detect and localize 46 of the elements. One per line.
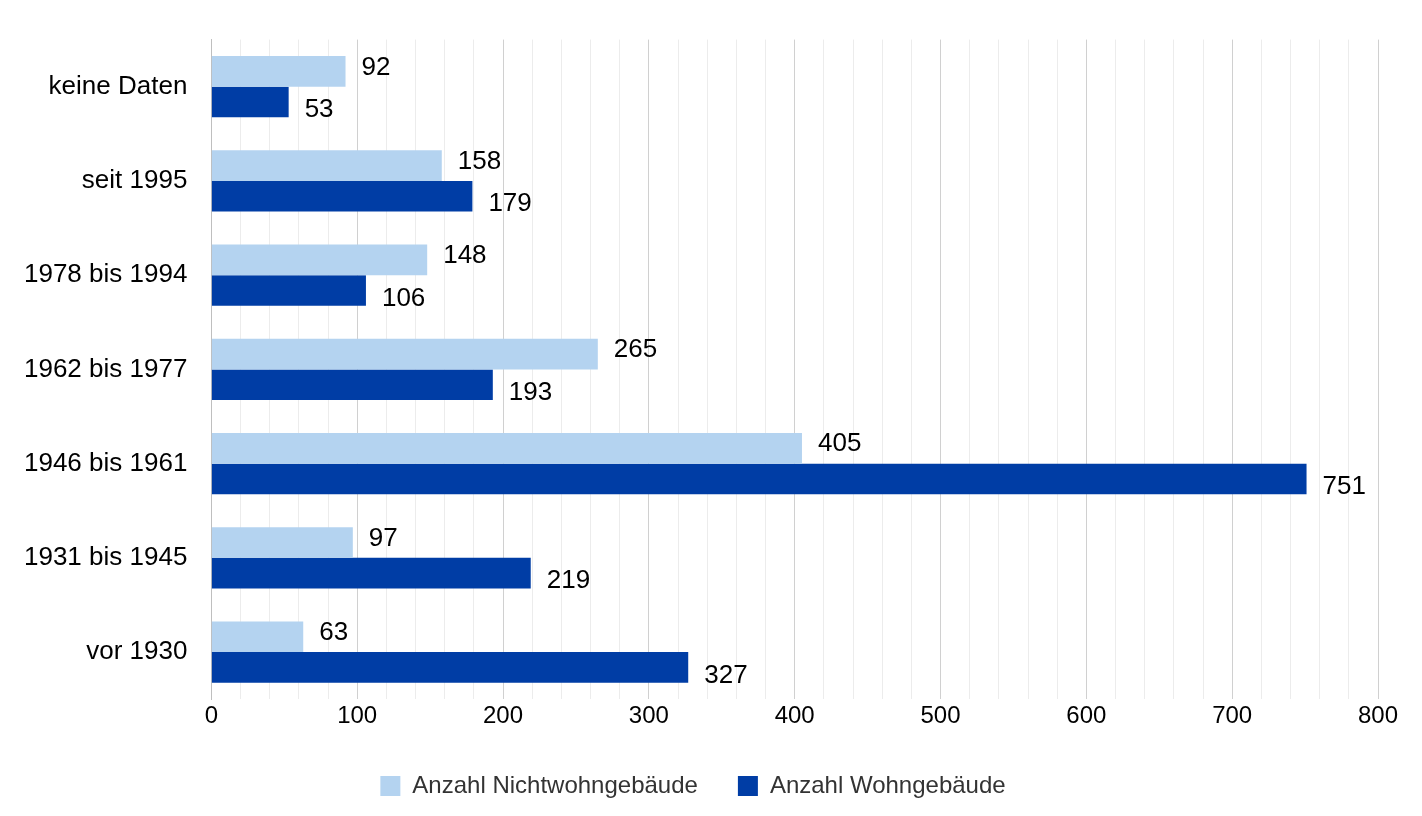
- bar: [211, 56, 346, 87]
- y-tick-label: seit 1995: [81, 164, 188, 195]
- data-label: 219: [546, 564, 591, 595]
- data-label: 106: [381, 281, 426, 312]
- data-label: 179: [488, 187, 532, 218]
- data-label: 265: [613, 333, 658, 364]
- data-label: 751: [1322, 470, 1366, 501]
- bar: [211, 652, 689, 683]
- data-label: 405: [817, 427, 862, 458]
- y-tick-label: 1962 bis 1977: [23, 352, 188, 383]
- x-tick-label: 600: [1066, 701, 1107, 729]
- bar: [211, 433, 802, 464]
- y-tick-label: vor 1930: [86, 635, 188, 666]
- x-tick-label: 500: [920, 701, 961, 729]
- bar: [211, 527, 353, 558]
- bar: [211, 369, 493, 401]
- bar: [211, 463, 1307, 495]
- data-label: 92: [361, 50, 391, 81]
- x-tick-label: 400: [774, 701, 815, 729]
- data-label: 158: [457, 144, 502, 175]
- data-label: 97: [368, 521, 398, 552]
- bar: [211, 244, 428, 276]
- x-tick-label: 0: [204, 701, 219, 729]
- data-label: 193: [508, 375, 553, 406]
- y-tick-label: 1978 bis 1994: [23, 258, 188, 289]
- x-tick-label: 700: [1212, 701, 1253, 729]
- bar: [211, 621, 304, 653]
- bar: [211, 150, 442, 181]
- data-label: 63: [319, 615, 349, 646]
- x-tick-label: 800: [1357, 701, 1399, 729]
- y-tick-label: 1946 bis 1961: [23, 446, 188, 477]
- y-tick-label: keine Daten: [48, 69, 188, 100]
- x-tick-label: 200: [483, 701, 524, 729]
- bar: [211, 86, 289, 118]
- data-label: 148: [443, 239, 487, 270]
- bar: [211, 275, 366, 306]
- bar: [211, 180, 473, 212]
- data-label: 327: [704, 658, 748, 689]
- legend-label: Anzahl Wohngebäude: [769, 770, 1006, 798]
- x-tick-label: 300: [628, 701, 669, 729]
- x-tick-label: 100: [337, 701, 378, 729]
- bar: [211, 338, 598, 370]
- data-label: 53: [304, 93, 334, 124]
- y-tick-label: 1931 bis 1945: [23, 541, 188, 572]
- bar: [211, 557, 531, 589]
- legend-label: Anzahl Nichtwohngebäude: [412, 770, 698, 798]
